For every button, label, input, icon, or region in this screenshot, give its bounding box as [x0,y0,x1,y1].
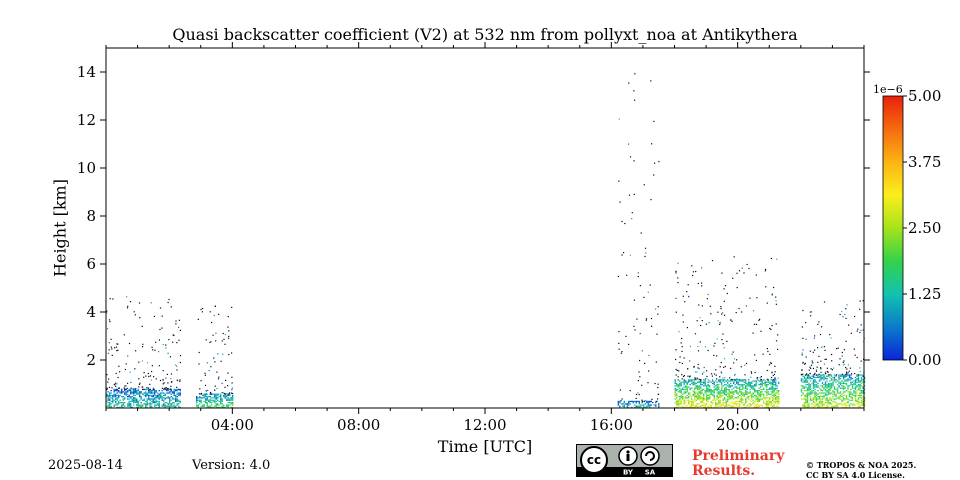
colorbar-tick-label: 3.75 [908,153,941,171]
sa-label: SA [645,469,656,477]
x-tick-label: 04:00 [211,416,254,434]
colorbar-tick-label: 0.00 [908,351,941,369]
colorbar-exponent: 1e−6 [873,83,903,96]
x-tick-label: 08:00 [337,416,380,434]
y-tick-label: 10 [77,159,96,177]
colorbar [882,95,904,361]
preliminary-note: Preliminary Results. [692,449,784,479]
y-axis-label: Height [km] [50,179,70,277]
colorbar-tick-label: 1.25 [908,285,941,303]
x-tick-label: 16:00 [590,416,633,434]
x-tick-label: 12:00 [463,416,506,434]
y-tick-label: 6 [86,255,96,273]
copyright-line-2: CC BY SA 4.0 License. [806,470,905,480]
preliminary-line-1: Preliminary [692,448,785,464]
cc-icon [580,446,608,474]
x-axis-label: Time [UTC] [437,437,533,456]
cc-symbol: cc [587,453,601,467]
measurement-period-5 [800,300,866,409]
version-label: Version: 4.0 [192,458,271,473]
sa-icon [640,446,660,466]
y-tick-label: 12 [77,111,96,129]
measurement-period-3 [617,73,660,409]
backscatter-heatmap [106,73,866,409]
copyright-line-1: © TROPOS & NOA 2025. [806,460,917,470]
chart-title: Quasi backscatter coefficient (V2) at 53… [172,25,798,44]
measurement-period-4 [674,256,780,409]
measurement-period-2 [196,305,234,409]
colorbar-tick-label: 2.50 [908,219,941,237]
y-tick-label: 2 [86,351,96,369]
x-tick-label: 20:00 [716,416,759,434]
plot-frame [105,47,865,409]
y-tick-label: 14 [77,63,96,81]
measurement-period-1 [106,296,182,409]
by-label: BY [623,469,634,477]
y-tick-label: 4 [86,303,96,321]
copyright-note: © TROPOS & NOA 2025. CC BY SA 4.0 Licens… [806,460,916,480]
colorbar-tick-label: 5.00 [908,87,941,105]
cc-license-badge: cc BY SA [576,444,673,477]
y-tick-label: 8 [86,207,96,225]
preliminary-line-2: Results. [692,463,756,479]
axis-ticks: 04:00 08:00 12:00 16:00 20:00 2 4 6 8 10 12 14 [77,42,870,434]
colorbar-ticks: 0.00 1.25 2.50 3.75 5.00 [903,87,941,369]
date-label: 2025-08-14 [48,458,123,473]
